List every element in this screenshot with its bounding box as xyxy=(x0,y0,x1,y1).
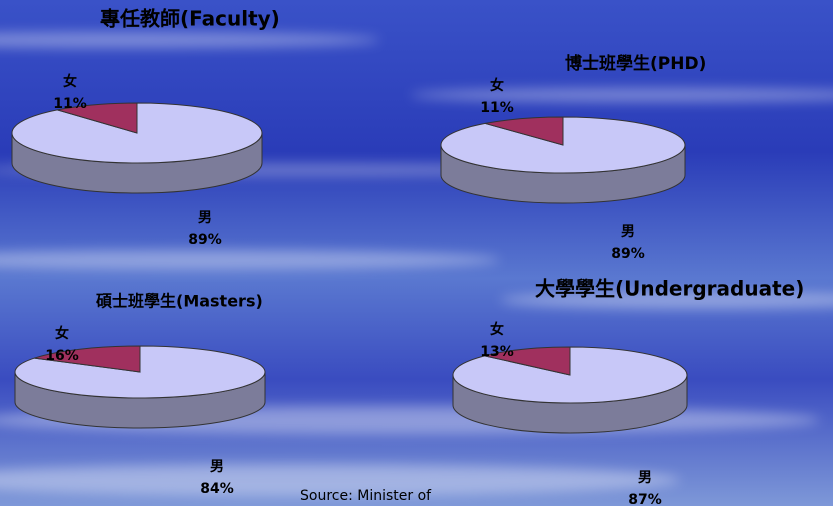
slice-category-label: 女 xyxy=(490,321,504,338)
pie-slice xyxy=(57,102,138,134)
pie-slice xyxy=(484,346,571,376)
chart-title: 專任教師(Faculty) xyxy=(100,7,280,31)
pie-slice xyxy=(485,116,564,146)
slice-category-label: 女 xyxy=(490,77,504,94)
chart-title: 博士班學生(PHD) xyxy=(565,53,706,74)
chart-title: 大學學生(Undergraduate) xyxy=(535,277,804,301)
slice-value-label: 16% xyxy=(45,348,79,364)
slice-value-label: 13% xyxy=(480,344,514,360)
slice-value-label: 11% xyxy=(53,96,87,112)
pie-slice xyxy=(34,345,141,373)
slice-category-label: 男 xyxy=(621,224,635,240)
chart-title: 碩士班學生(Masters) xyxy=(96,292,263,311)
slice-value-label: 84% xyxy=(200,481,234,497)
slice-category-label: 男 xyxy=(210,459,224,475)
slice-value-label: 89% xyxy=(611,246,645,262)
source-note: Source: Minister of xyxy=(300,488,432,504)
slice-value-label: 89% xyxy=(188,232,222,248)
slice-category-label: 女 xyxy=(63,73,77,90)
slice-category-label: 男 xyxy=(638,470,652,486)
slice-value-label: 11% xyxy=(480,100,514,116)
slice-category-label: 女 xyxy=(55,325,69,342)
slice-value-label: 87% xyxy=(628,492,662,506)
slice-category-label: 男 xyxy=(198,210,212,226)
